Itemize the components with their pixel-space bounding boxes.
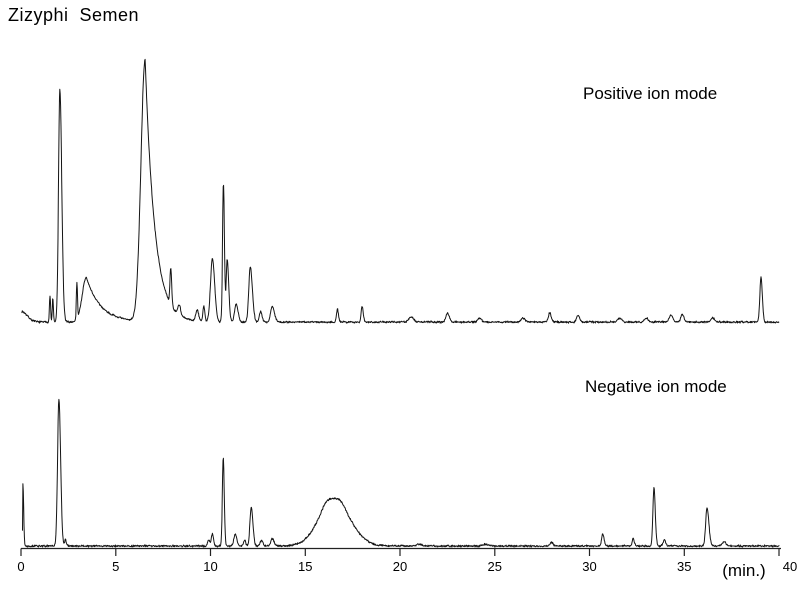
positive-mode-label: Positive ion mode — [583, 84, 718, 103]
x-tick-label: 25 — [487, 559, 502, 574]
chart-title: Zizyphi Semen — [8, 5, 140, 25]
x-tick-label: 35 — [677, 559, 692, 574]
x-axis-unit-label: (min.) — [722, 561, 766, 580]
x-tick-label: 5 — [112, 559, 120, 574]
x-tick-label: 0 — [17, 559, 25, 574]
x-tick-label: 30 — [582, 559, 597, 574]
negative-ion-trace — [22, 398, 780, 548]
x-tick-label: 40 — [782, 559, 798, 574]
negative-mode-label: Negative ion mode — [585, 377, 727, 396]
x-axis — [20, 547, 781, 556]
x-axis-labels: 0 5 10 15 20 25 30 35 40 — [0, 559, 800, 579]
positive-ion-trace — [21, 58, 780, 324]
x-tick-label: 15 — [298, 559, 313, 574]
x-tick-label: 10 — [203, 559, 218, 574]
x-tick-label: 20 — [392, 559, 408, 574]
